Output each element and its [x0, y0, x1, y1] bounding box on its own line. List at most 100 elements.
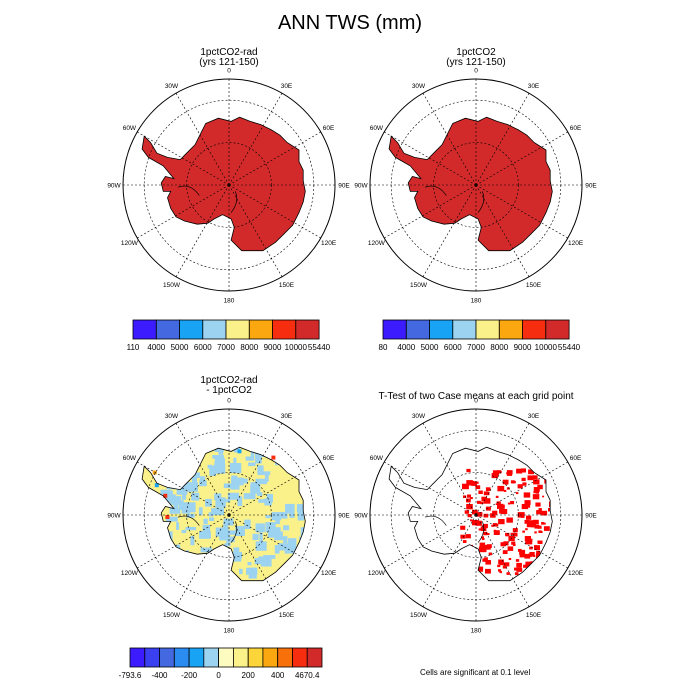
sig-cell	[534, 545, 540, 550]
sig-cell	[485, 506, 491, 511]
meridian-line	[228, 93, 283, 186]
sig-cell	[472, 520, 479, 526]
colorbar-label: 4000	[397, 343, 415, 352]
meridian-line	[228, 514, 283, 607]
longitude-label: 90E	[585, 513, 597, 520]
colorbar-swatch	[159, 647, 175, 668]
sig-cell	[483, 491, 489, 496]
colorbar-label: 8000	[490, 343, 508, 352]
sig-cell	[483, 513, 489, 518]
sig-cell	[535, 491, 539, 494]
sig-cell	[497, 503, 504, 509]
sig-cell	[532, 494, 540, 500]
diff-cell	[215, 497, 226, 508]
colorbar-label: 10000	[535, 343, 558, 352]
diff-cell	[152, 470, 157, 475]
diff-cell	[274, 545, 280, 554]
sig-cell	[483, 531, 488, 536]
longitude-label: 90W	[354, 513, 368, 520]
sig-cell	[481, 538, 485, 541]
sig-cell	[465, 534, 471, 539]
sig-cell	[533, 479, 540, 485]
diff-cell	[169, 507, 181, 514]
diff-cell	[254, 558, 261, 565]
parallel-line	[186, 472, 272, 558]
sig-cell	[495, 503, 498, 505]
meridian-line	[137, 184, 230, 239]
diff-cell	[205, 498, 212, 507]
sig-cell	[497, 485, 505, 492]
sig-cell	[491, 524, 494, 527]
sig-cell	[477, 500, 481, 504]
diff-cell	[200, 547, 213, 553]
sig-cell	[528, 538, 533, 542]
diff-cell	[208, 512, 214, 517]
sig-cell	[503, 489, 507, 492]
longitude-label: 180	[224, 298, 235, 305]
sig-cell	[526, 515, 532, 520]
significant-cells	[460, 468, 553, 576]
sig-cell	[543, 526, 550, 531]
sig-cell	[466, 504, 473, 510]
diff-cell	[190, 536, 195, 546]
sig-cell	[537, 484, 543, 490]
sig-cell	[512, 543, 516, 546]
sig-cell	[464, 510, 470, 514]
sig-cell	[462, 483, 469, 490]
sig-cell	[542, 495, 545, 498]
ice-shelf-line	[425, 185, 485, 213]
colorbar-swatch	[129, 647, 146, 668]
diff-cell	[225, 542, 231, 547]
parallel-line	[186, 142, 272, 228]
longitude-label: 90W	[107, 513, 121, 520]
panel-4-title: T-Test of two Case means at each grid po…	[378, 391, 574, 402]
parallel-line	[143, 429, 315, 601]
diff-cell	[227, 492, 240, 500]
meridian-line	[175, 514, 230, 607]
sig-cell	[497, 564, 501, 568]
colorbar-swatch	[144, 647, 161, 668]
diff-cell	[223, 483, 232, 489]
diff-cell	[199, 480, 207, 487]
diff-cell	[243, 493, 256, 500]
colorbar-label: -793.6	[119, 671, 142, 680]
sig-cell	[481, 536, 484, 539]
sig-cell	[502, 565, 507, 569]
meridian-line	[475, 514, 568, 569]
sig-cell	[487, 560, 491, 562]
meridian-line	[137, 131, 230, 186]
diff-cell	[217, 528, 222, 535]
meridian-line	[422, 93, 477, 186]
sig-cell	[511, 541, 516, 545]
meridian-line	[384, 131, 477, 186]
parallel-line	[143, 99, 315, 271]
meridian-line	[228, 131, 321, 186]
longitude-label: 120W	[121, 240, 139, 247]
colorbar-label: 8000	[240, 343, 258, 352]
colorbar-swatch	[545, 319, 570, 340]
sig-cell	[487, 533, 490, 535]
sig-cell	[493, 530, 500, 535]
diff-cell	[240, 478, 248, 484]
sig-cell	[470, 497, 473, 500]
colorbar-label: 10000	[285, 343, 308, 352]
longitude-label: 120W	[368, 240, 386, 247]
sig-cell	[541, 510, 548, 516]
sig-cell	[502, 550, 508, 554]
longitude-label: 120E	[321, 240, 337, 247]
colorbar-swatch	[262, 647, 279, 668]
sig-cell	[478, 490, 483, 494]
sig-cell	[522, 530, 525, 533]
sig-cell	[466, 480, 473, 486]
diff-cell	[271, 512, 282, 521]
longitude-label: 90E	[585, 183, 597, 190]
coastline	[388, 116, 553, 252]
colorbar-label: 6000	[444, 343, 462, 352]
sig-cell	[516, 567, 522, 572]
diff-cell	[245, 456, 252, 461]
map-boundary	[122, 408, 336, 622]
meridian-line	[475, 514, 530, 607]
longitude-label: 90W	[354, 183, 368, 190]
